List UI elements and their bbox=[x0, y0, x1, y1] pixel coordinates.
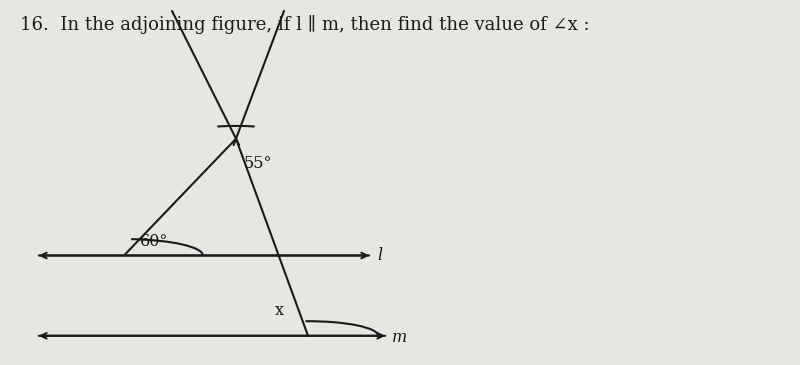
Text: l: l bbox=[378, 247, 382, 264]
Text: x: x bbox=[275, 302, 284, 319]
Text: 16.  In the adjoining figure, if l ∥ m, then find the value of ∠x :: 16. In the adjoining figure, if l ∥ m, t… bbox=[20, 15, 590, 34]
Text: m: m bbox=[392, 329, 407, 346]
Text: 55°: 55° bbox=[244, 155, 273, 172]
Text: 60°: 60° bbox=[140, 233, 168, 250]
